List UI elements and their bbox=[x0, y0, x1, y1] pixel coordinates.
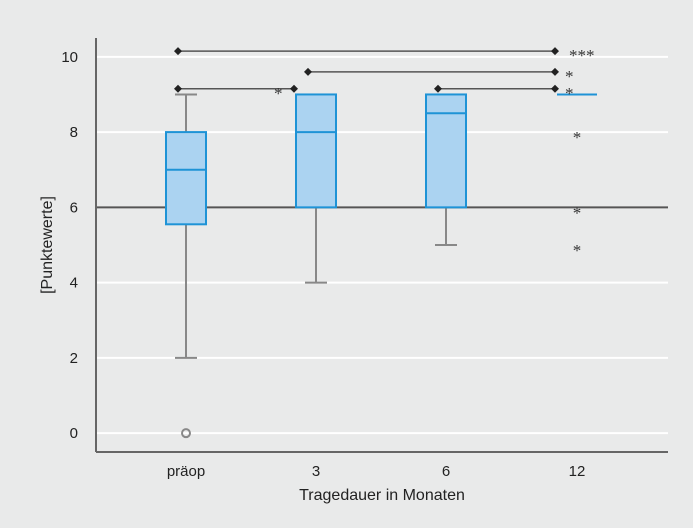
x-tick-labels: präop 3 6 12 bbox=[167, 463, 586, 480]
significance-label: * bbox=[274, 84, 283, 103]
box-group bbox=[165, 93, 207, 439]
bracket-diamond bbox=[551, 67, 559, 76]
extreme-point: * bbox=[573, 241, 582, 260]
y-axis-title: [Punktewerte] bbox=[39, 196, 56, 294]
bracket-diamond bbox=[551, 84, 559, 93]
bracket-diamond bbox=[304, 67, 312, 76]
y-tick-label: 8 bbox=[70, 124, 78, 141]
bracket-diamond bbox=[174, 47, 182, 56]
x-tick-label: präop bbox=[167, 463, 205, 480]
box-series: * * * bbox=[165, 93, 597, 439]
extreme-point: * bbox=[573, 128, 582, 147]
bracket-diamond bbox=[174, 84, 182, 93]
y-tick-label: 0 bbox=[70, 425, 78, 442]
bracket-diamond bbox=[434, 84, 442, 93]
x-tick-label: 6 bbox=[442, 463, 450, 480]
significance-bracket: * bbox=[174, 84, 298, 103]
box-group bbox=[425, 93, 467, 246]
box-iqr bbox=[295, 93, 337, 209]
significance-bracket: * bbox=[304, 67, 574, 86]
significance-label: * bbox=[565, 84, 574, 103]
x-tick-label: 12 bbox=[569, 463, 586, 480]
y-tick-labels: 0 2 4 6 8 10 bbox=[61, 49, 78, 442]
significance-label: * bbox=[565, 67, 574, 86]
bracket-diamond bbox=[290, 84, 298, 93]
significance-bracket: *** bbox=[174, 46, 595, 65]
x-tick-label: 3 bbox=[312, 463, 320, 480]
box-iqr bbox=[165, 131, 207, 226]
y-tick-label: 4 bbox=[70, 275, 78, 292]
significance-label: *** bbox=[569, 46, 595, 65]
y-tick-label: 6 bbox=[70, 199, 78, 216]
grid-lines bbox=[96, 55, 668, 435]
y-tick-label: 2 bbox=[70, 350, 78, 367]
x-axis-title: Tragedauer in Monaten bbox=[299, 487, 465, 504]
significance-bracket: * bbox=[434, 84, 574, 103]
outlier-point bbox=[181, 428, 191, 439]
bracket-diamond bbox=[551, 47, 559, 56]
extreme-point: * bbox=[573, 203, 582, 222]
box-iqr bbox=[425, 93, 467, 209]
box-group: * * * bbox=[557, 93, 597, 260]
significance-brackets: ***** * bbox=[174, 46, 595, 103]
y-tick-label: 10 bbox=[61, 49, 78, 66]
box-group bbox=[295, 93, 337, 284]
